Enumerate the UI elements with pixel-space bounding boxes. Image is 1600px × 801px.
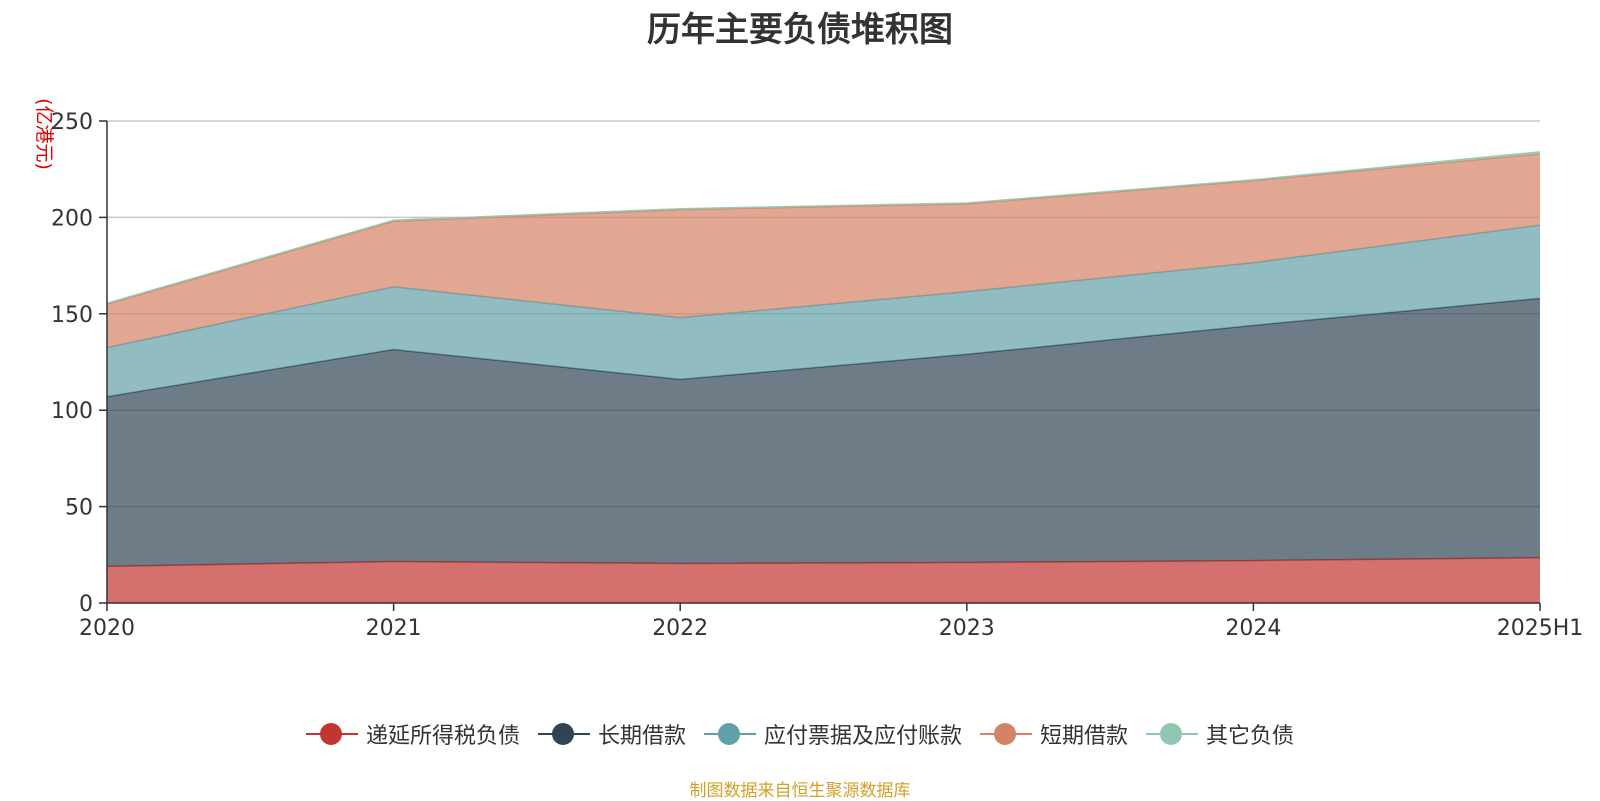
legend-item-0[interactable]: 递延所得税负债	[305, 718, 520, 750]
y-tick-label: 200	[51, 206, 93, 231]
source-note: 制图数据来自恒生聚源数据库	[689, 781, 911, 801]
legend-item-4[interactable]: 其它负债	[1146, 718, 1294, 750]
y-tick-label: 50	[65, 496, 93, 521]
legend-label: 递延所得税负债	[365, 724, 520, 749]
legend-marker-icon	[980, 721, 1032, 747]
stacked-areas	[106, 151, 1541, 603]
area-series-0[interactable]	[107, 557, 1540, 603]
x-tick-label: 2023	[939, 616, 995, 641]
legend-label: 应付票据及应付账款	[763, 724, 962, 749]
y-axis-unit-label: (亿港元)	[33, 98, 55, 170]
x-tick-label: 2024	[1225, 616, 1281, 641]
area-series-4[interactable]	[107, 151, 1540, 305]
area-line-series-4	[106, 151, 1541, 304]
x-tick-label: 2025H1	[1497, 616, 1584, 641]
legend: 递延所得税负债 长期借款 应付票据及应付账款 短期借款 其它负债	[0, 718, 1600, 750]
x-tick-label: 2022	[652, 616, 708, 641]
legend-marker-icon	[1146, 721, 1199, 747]
area-series-1[interactable]	[107, 298, 1540, 567]
legend-item-2[interactable]: 应付票据及应付账款	[703, 718, 962, 750]
y-tick-label: 0	[79, 592, 93, 617]
legend-marker-icon	[703, 721, 756, 747]
axes: 0 50 100 150 200 250 2020 2021 2022 2023 2024 2025H…	[51, 110, 1583, 641]
legend-label: 长期借款	[597, 724, 686, 749]
x-tick-label: 2020	[79, 616, 135, 641]
legend-item-1[interactable]: 长期借款	[537, 718, 686, 750]
legend-marker-icon	[305, 721, 358, 747]
y-tick-label: 150	[51, 303, 93, 328]
y-tick-label: 250	[51, 110, 93, 135]
legend-label: 短期借款	[1040, 724, 1129, 749]
legend-marker-icon	[537, 721, 590, 747]
x-tick-label: 2021	[366, 616, 422, 641]
chart-plot: 0 50 100 150 200 250 2020 2021 2022 2023 2024 2025H…	[33, 98, 1583, 641]
legend-item-3[interactable]: 短期借款	[980, 718, 1128, 750]
area-series-2[interactable]	[107, 225, 1540, 397]
y-tick-label: 100	[51, 399, 93, 424]
chart-title: 历年主要负债堆积图	[647, 10, 953, 50]
area-series-3[interactable]	[107, 153, 1540, 348]
legend-label: 其它负债	[1206, 724, 1295, 749]
